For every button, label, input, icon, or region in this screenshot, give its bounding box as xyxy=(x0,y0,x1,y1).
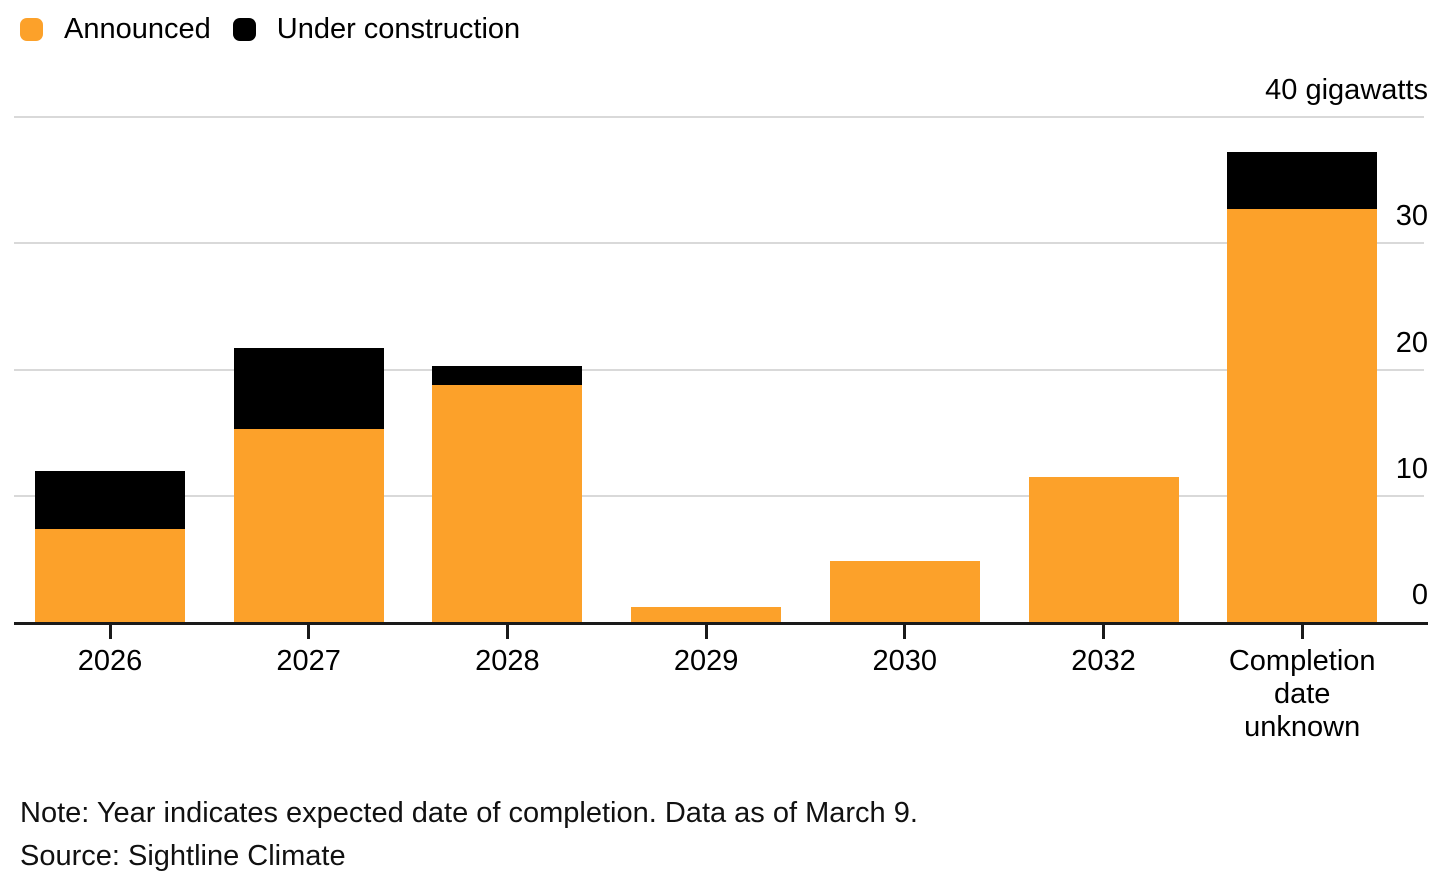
legend: Announced Under construction xyxy=(20,14,520,44)
gridline-20 xyxy=(14,368,1424,371)
legend-label-announced: Announced xyxy=(64,13,211,45)
x-axis-label-2030: 2030 xyxy=(872,645,938,677)
x-axis-tick xyxy=(704,622,708,639)
bar-segment-announced xyxy=(233,428,384,622)
bar-2032 xyxy=(1028,476,1179,622)
footer-text: Note: Year indicates expected date of co… xyxy=(20,792,918,878)
x-axis-label-2026: 2026 xyxy=(77,645,143,677)
y-axis-label-0: 0 xyxy=(1411,579,1428,611)
bar-segment-announced xyxy=(631,606,782,622)
x-axis-line xyxy=(14,622,1428,625)
x-axis-tick xyxy=(505,622,509,639)
bar-segment-announced xyxy=(35,528,185,622)
bar-segment-under-construction xyxy=(432,365,583,385)
y-axis-label-20: 20 xyxy=(1395,326,1428,359)
x-axis-tick xyxy=(1300,622,1304,639)
bar-segment-under-construction xyxy=(35,470,185,529)
x-axis-label-2032: 2032 xyxy=(1071,645,1136,677)
bar-2030 xyxy=(829,561,980,622)
bar-segment-announced xyxy=(829,561,980,622)
bar-segment-announced xyxy=(1028,476,1179,622)
x-axis-tick xyxy=(1102,622,1105,639)
under-construction-swatch-icon xyxy=(232,17,256,41)
bar-2027 xyxy=(233,348,384,622)
x-axis-label-2027: 2027 xyxy=(276,645,341,677)
bar-completion-date-unknown xyxy=(1227,152,1378,622)
gridline-10 xyxy=(14,494,1424,497)
x-axis-label-2029: 2029 xyxy=(673,645,739,677)
x-axis-tick xyxy=(108,622,112,639)
bar-segment-announced xyxy=(1227,209,1378,622)
bar-2029 xyxy=(631,606,782,622)
y-axis-label-10: 10 xyxy=(1395,452,1428,485)
gridline-30 xyxy=(14,242,1424,245)
y-axis-label-30: 30 xyxy=(1395,200,1428,233)
bar-segment-announced xyxy=(432,384,583,622)
x-axis-label-2028: 2028 xyxy=(475,645,540,677)
x-axis-label-completion-date-unknown: Completion date unknown xyxy=(1228,645,1376,743)
legend-label-under-construction: Under construction xyxy=(276,13,521,45)
legend-item-announced: Announced xyxy=(20,14,211,44)
source-text: Source: Sightline Climate xyxy=(20,840,346,872)
bar-segment-under-construction xyxy=(233,348,384,429)
bar-segment-under-construction xyxy=(1227,152,1378,210)
note-text: Note: Year indicates expected date of co… xyxy=(20,797,918,829)
y-axis-unit-label: 40 gigawatts xyxy=(1265,74,1428,106)
legend-item-under-construction: Under construction xyxy=(232,13,521,45)
bar-2028 xyxy=(432,365,583,622)
x-axis-tick xyxy=(903,622,907,639)
announced-swatch-icon xyxy=(20,17,43,41)
gridline-40 xyxy=(14,116,1424,118)
x-axis-tick xyxy=(307,622,311,639)
bar-2026 xyxy=(35,470,185,623)
